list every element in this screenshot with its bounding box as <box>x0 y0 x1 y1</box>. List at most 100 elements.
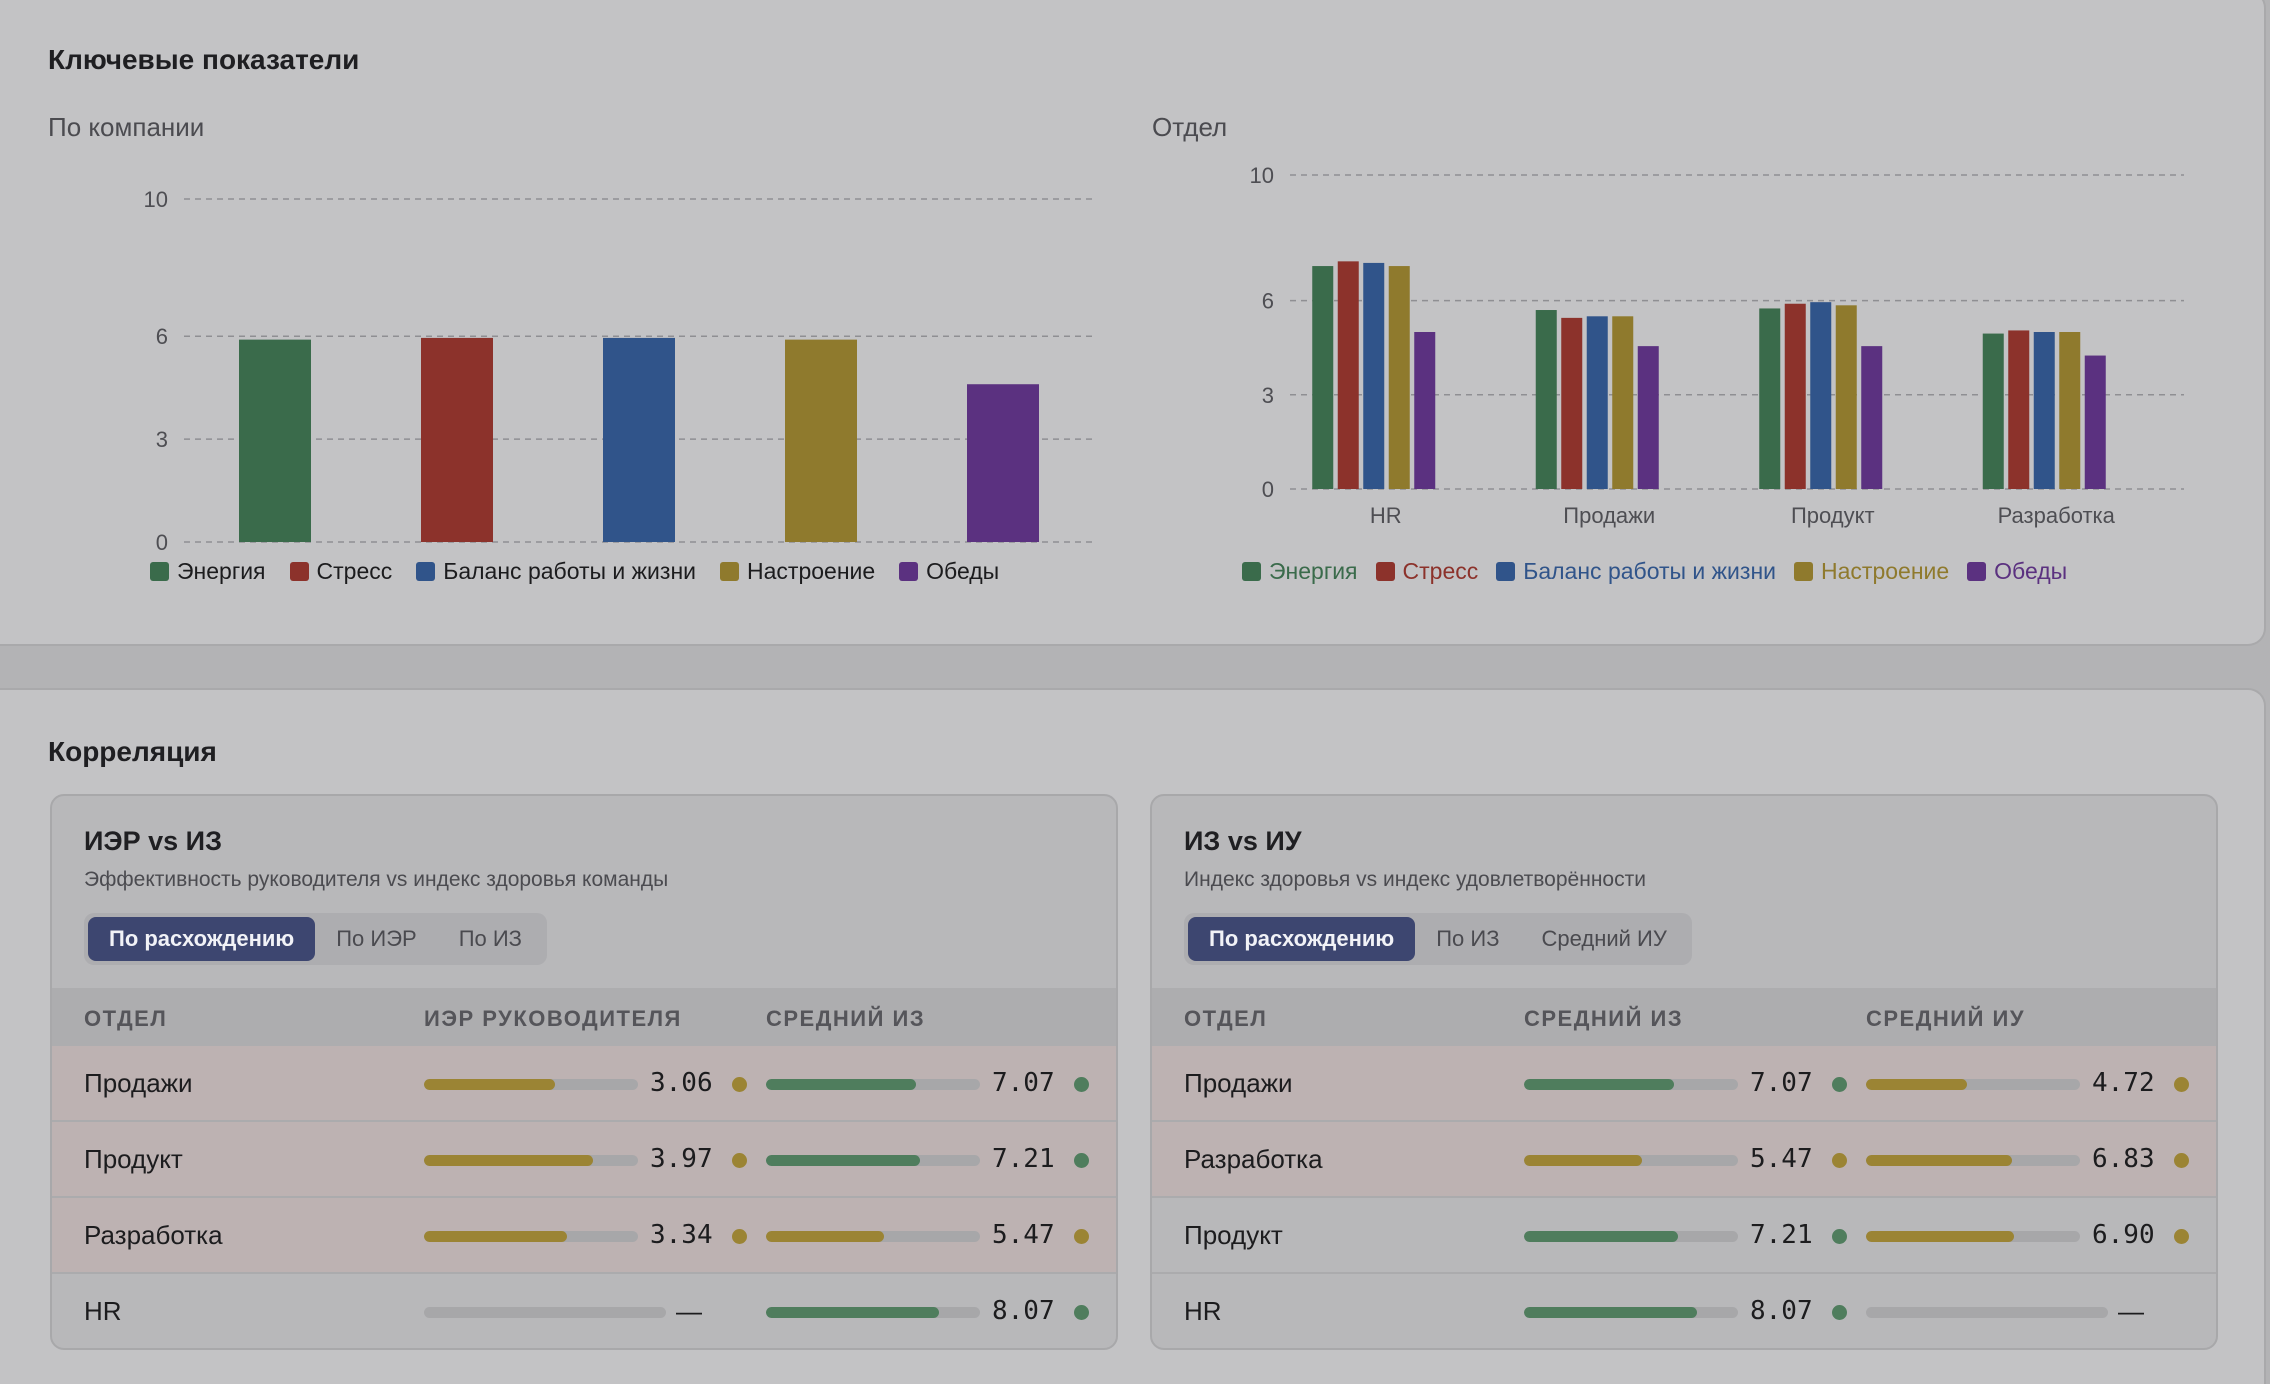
department-name: Продажи <box>84 1068 193 1098</box>
dept-bar <box>1759 308 1781 489</box>
company-legend-item[interactable]: Энергия <box>150 558 266 585</box>
dept-chart-legend: Энергия Стресс Баланс работы и жизни Настро… <box>1242 558 2085 585</box>
table-header: ОТДЕЛ ИЭР РУКОВОДИТЕЛЯ СРЕДНИЙ ИЗ <box>52 988 1116 1046</box>
metric-cell: 7.07 <box>1524 1046 1847 1122</box>
metric-bar-fill <box>1866 1231 2014 1242</box>
status-dot-icon <box>732 1153 747 1168</box>
status-dot-icon <box>1074 1305 1089 1320</box>
sort-tab[interactable]: По ИЗ <box>458 926 522 951</box>
company-legend-item[interactable]: Баланс работы и жизни <box>416 558 696 585</box>
metric-cell: 6.83 <box>1866 1122 2189 1198</box>
dept-legend-item[interactable]: Обеды <box>1967 558 2067 585</box>
metric-cell: — <box>1866 1274 2186 1348</box>
status-dot-icon <box>1074 1077 1089 1092</box>
sort-tab[interactable]: Средний ИУ <box>1541 926 1667 951</box>
company-legend-item[interactable]: Обеды <box>899 558 999 585</box>
company-bar-item-3 <box>785 339 857 542</box>
dept-legend-item[interactable]: Настроение <box>1794 558 1949 585</box>
status-dot-icon <box>1832 1153 1847 1168</box>
table-row[interactable]: Продажи 3.06 7.07 <box>52 1046 1116 1122</box>
legend-swatch <box>1967 562 1987 581</box>
metric-value: 7.07 <box>1750 1068 1813 1098</box>
metric-value: 7.21 <box>1750 1220 1813 1250</box>
metric-bar-fill <box>766 1231 884 1242</box>
legend-label: Стресс <box>316 558 393 584</box>
column-header[interactable]: СРЕДНИЙ ИУ <box>1866 1006 2026 1031</box>
metric-cell: 7.21 <box>766 1122 1089 1198</box>
metric-value: 3.97 <box>650 1144 713 1174</box>
metric-bar <box>766 1231 980 1242</box>
dept-bar <box>1637 346 1659 489</box>
metric-bar-fill <box>1524 1307 1698 1318</box>
metric-bar-fill <box>1524 1231 1679 1242</box>
metric-bar <box>1524 1155 1738 1166</box>
panel-subtitle: Индекс здоровья vs индекс удовлетворённо… <box>1184 868 1646 891</box>
metric-bar-fill <box>766 1155 921 1166</box>
metric-bar <box>1524 1231 1738 1242</box>
status-dot-icon <box>1074 1153 1089 1168</box>
metric-value: 6.83 <box>2092 1144 2155 1174</box>
correlation-title: Корреляция <box>48 736 217 767</box>
sort-tabs: По расхождению По ИЭР По ИЗ <box>84 913 547 965</box>
metric-value: 8.07 <box>1750 1296 1813 1326</box>
metric-bar-fill <box>1866 1079 1967 1090</box>
metric-bar-fill <box>1524 1079 1674 1090</box>
company-y-tick: 10 <box>144 187 168 212</box>
metric-value: 6.90 <box>2092 1220 2155 1250</box>
column-header[interactable]: ОТДЕЛ <box>1184 1006 1268 1031</box>
company-legend-item[interactable]: Настроение <box>720 558 875 585</box>
table-row[interactable]: Продажи 7.07 4.72 <box>1152 1046 2216 1122</box>
metric-bar-fill <box>424 1155 594 1166</box>
dept-bar <box>1414 332 1436 489</box>
department-name: Разработка <box>1184 1144 1323 1174</box>
dept-bar <box>2008 330 2030 489</box>
metric-bar-fill <box>424 1079 555 1090</box>
dept-bar <box>1561 317 1583 489</box>
column-header[interactable]: ОТДЕЛ <box>84 1006 168 1031</box>
metric-cell: 5.47 <box>766 1198 1089 1274</box>
metric-bar <box>1524 1079 1738 1090</box>
metric-cell: 3.06 <box>424 1046 747 1122</box>
correlation-panel: ИЭР vs ИЗ Эффективность руководителя vs и… <box>50 794 1118 1350</box>
dept-legend-item[interactable]: Энергия <box>1242 558 1358 585</box>
sort-tab[interactable]: По ИЗ <box>1436 926 1500 951</box>
table-row[interactable]: Продукт 3.97 7.21 <box>52 1122 1116 1198</box>
company-bar-item-0 <box>239 339 311 542</box>
dept-bar <box>2084 355 2106 489</box>
company-bar-chart: 0 3 6 10 <box>144 187 1094 555</box>
dept-legend-item[interactable]: Стресс <box>1375 558 1478 585</box>
dept-bar <box>1982 333 2004 489</box>
company-chart-legend: Энергия Стресс Баланс работы и жизни Настро… <box>150 558 1023 585</box>
metric-bar <box>424 1231 638 1242</box>
column-header[interactable]: СРЕДНИЙ ИЗ <box>1524 1006 1684 1031</box>
metric-value: 3.06 <box>650 1068 713 1098</box>
dept-bar <box>1337 261 1359 489</box>
legend-swatch <box>150 562 169 581</box>
company-bar-item-2 <box>603 337 675 542</box>
company-legend-item[interactable]: Стресс <box>289 558 393 585</box>
column-header[interactable]: ИЭР РУКОВОДИТЕЛЯ <box>424 1006 682 1031</box>
sort-tab[interactable]: По расхождению <box>1188 917 1416 961</box>
table-row[interactable]: Продукт 7.21 6.90 <box>1152 1198 2216 1274</box>
table-row[interactable]: HR 8.07 — <box>1152 1274 2216 1348</box>
metric-bar <box>424 1307 666 1318</box>
kpi-title: Ключевые показатели <box>48 44 360 75</box>
status-dot-icon <box>2174 1229 2189 1244</box>
metric-cell: 7.21 <box>1524 1198 1847 1274</box>
department-name: Продажи <box>1184 1068 1293 1098</box>
table-row[interactable]: Разработка 5.47 6.83 <box>1152 1122 2216 1198</box>
dept-legend-item[interactable]: Баланс работы и жизни <box>1496 558 1776 585</box>
metric-value: — <box>2118 1296 2144 1326</box>
table-row[interactable]: Разработка 3.34 5.47 <box>52 1198 1116 1274</box>
table-row[interactable]: HR — 8.07 <box>52 1274 1116 1348</box>
column-header[interactable]: СРЕДНИЙ ИЗ <box>766 1006 926 1031</box>
metric-bar <box>424 1079 638 1090</box>
metric-cell: 3.97 <box>424 1122 747 1198</box>
dept-x-tick: Продажи <box>1563 503 1655 528</box>
sort-tab[interactable]: По ИЭР <box>336 926 417 951</box>
dept-bar <box>1612 316 1634 489</box>
metric-cell: 8.07 <box>1524 1274 1847 1348</box>
sort-tab[interactable]: По расхождению <box>88 917 316 961</box>
legend-swatch <box>720 562 740 581</box>
metric-bar-fill <box>766 1307 940 1318</box>
